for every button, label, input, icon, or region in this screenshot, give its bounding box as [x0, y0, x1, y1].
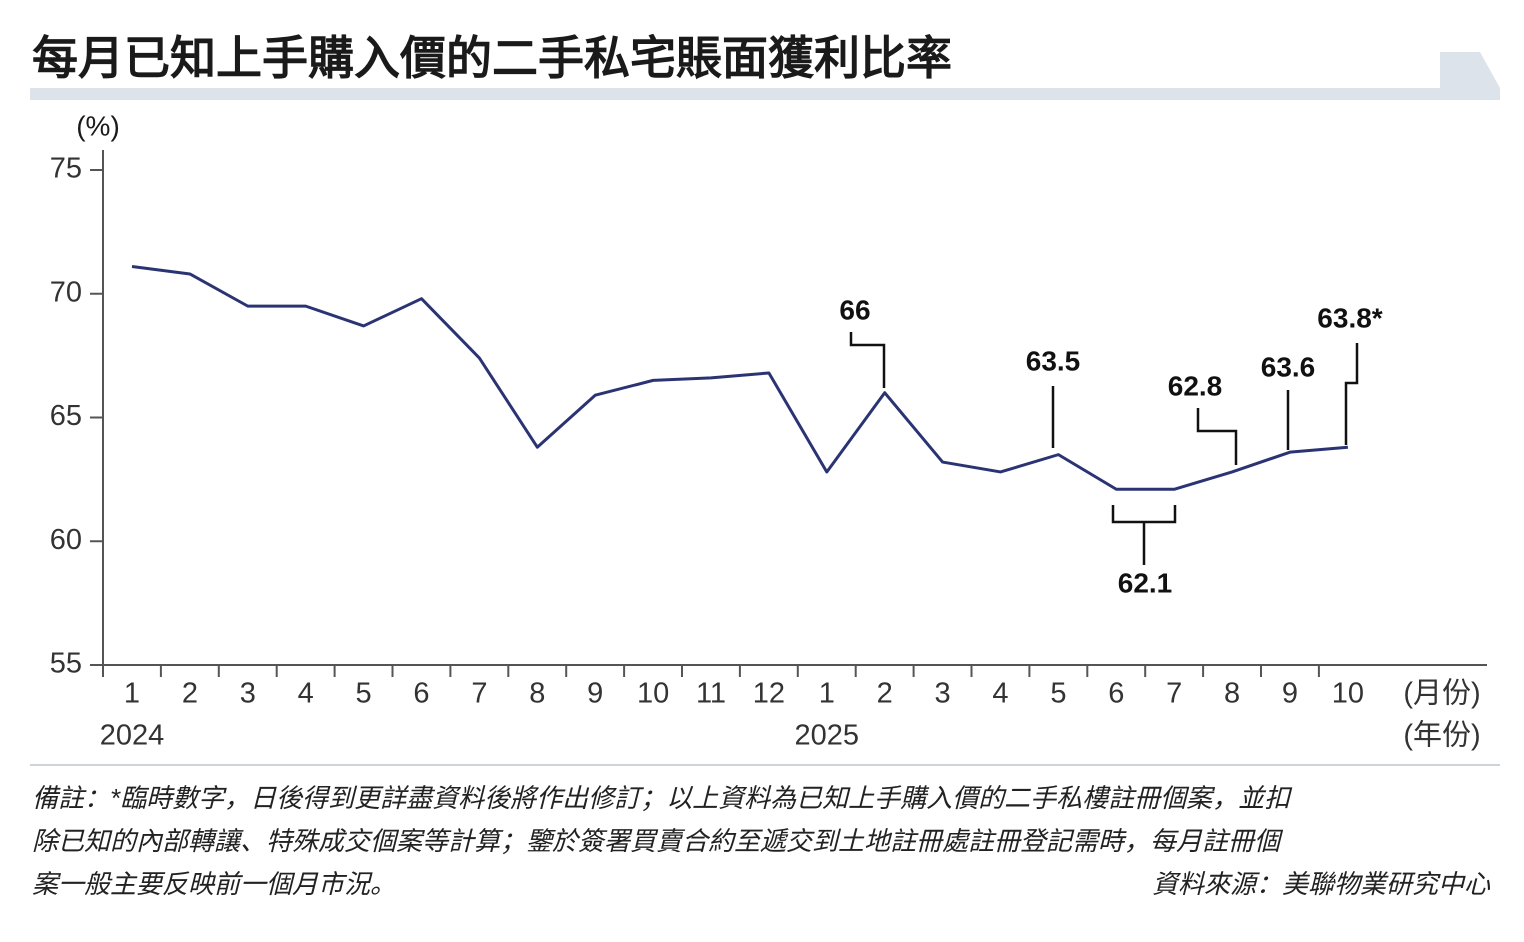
value-label: 66	[839, 294, 870, 325]
value-label: 63.6	[1261, 351, 1316, 382]
x-tick-label: 4	[992, 678, 1008, 710]
source: 資料來源：美聯物業研究中心	[1152, 869, 1491, 899]
y-tick-label: 75	[50, 153, 82, 185]
x-tick-label: 9	[1282, 678, 1298, 710]
note: 除已知的內部轉讓、特殊成交個案等計算；鑒於簽署買賣合約至遞交到土地註冊處註冊登記…	[32, 826, 1284, 856]
y-tick-label: 60	[50, 524, 82, 556]
value-label: 63.8*	[1317, 302, 1382, 333]
x-tick-label: 7	[471, 678, 487, 710]
x-tick-label: 4	[298, 678, 314, 710]
x-tick-label: 8	[529, 678, 545, 710]
x-tick-label: 5	[356, 678, 372, 710]
leader-line	[1111, 505, 1177, 565]
y-tick-label: 55	[50, 648, 82, 680]
x-tick-label: 12	[753, 678, 785, 710]
year-label: 2024	[100, 720, 165, 752]
line	[131, 265, 1349, 491]
leader-line	[1196, 408, 1238, 465]
x-tick-label: 3	[935, 678, 951, 710]
x-tick-label: 6	[1108, 678, 1124, 710]
value-label: 63.5	[1026, 345, 1081, 376]
leader-line	[849, 332, 886, 388]
x-tick-label: 7	[1166, 678, 1182, 710]
x-tick-label: 6	[413, 678, 429, 710]
x-tick-label: 2	[182, 678, 198, 710]
year-label: 2025	[795, 720, 860, 752]
y-unit: (%)	[76, 110, 120, 141]
x-tick-label: 1	[124, 678, 140, 710]
leader-line	[1344, 343, 1359, 445]
note: 備註：*臨時數字，日後得到更詳盡資料後將作出修訂；以上資料為已知上手購入價的二手…	[32, 783, 1293, 813]
x-tick-label: 1	[819, 678, 835, 710]
value-label: 62.1	[1118, 567, 1173, 598]
x-tick-label: 8	[1224, 678, 1240, 710]
x-tick-label: 5	[1050, 678, 1066, 710]
chart-title: 每月已知上手購入價的二手私宅賬面獲利比率	[32, 32, 952, 84]
x-tick-label: 10	[637, 678, 669, 710]
y-tick-label: 70	[50, 276, 82, 308]
note: 案一般主要反映前一個月市況。	[32, 869, 396, 899]
x-tick-label: 11	[696, 678, 726, 710]
value-label: 62.8	[1168, 370, 1223, 401]
year-unit: (年份)	[1403, 719, 1480, 752]
y-tick-label: 65	[50, 400, 82, 432]
x-tick-label: 10	[1332, 678, 1364, 710]
x-tick-label: 9	[587, 678, 603, 710]
x-tick-label: 2	[877, 678, 893, 710]
title-band	[30, 52, 1500, 100]
x-tick-label: 3	[240, 678, 256, 710]
x-unit: (月份)	[1403, 677, 1480, 710]
